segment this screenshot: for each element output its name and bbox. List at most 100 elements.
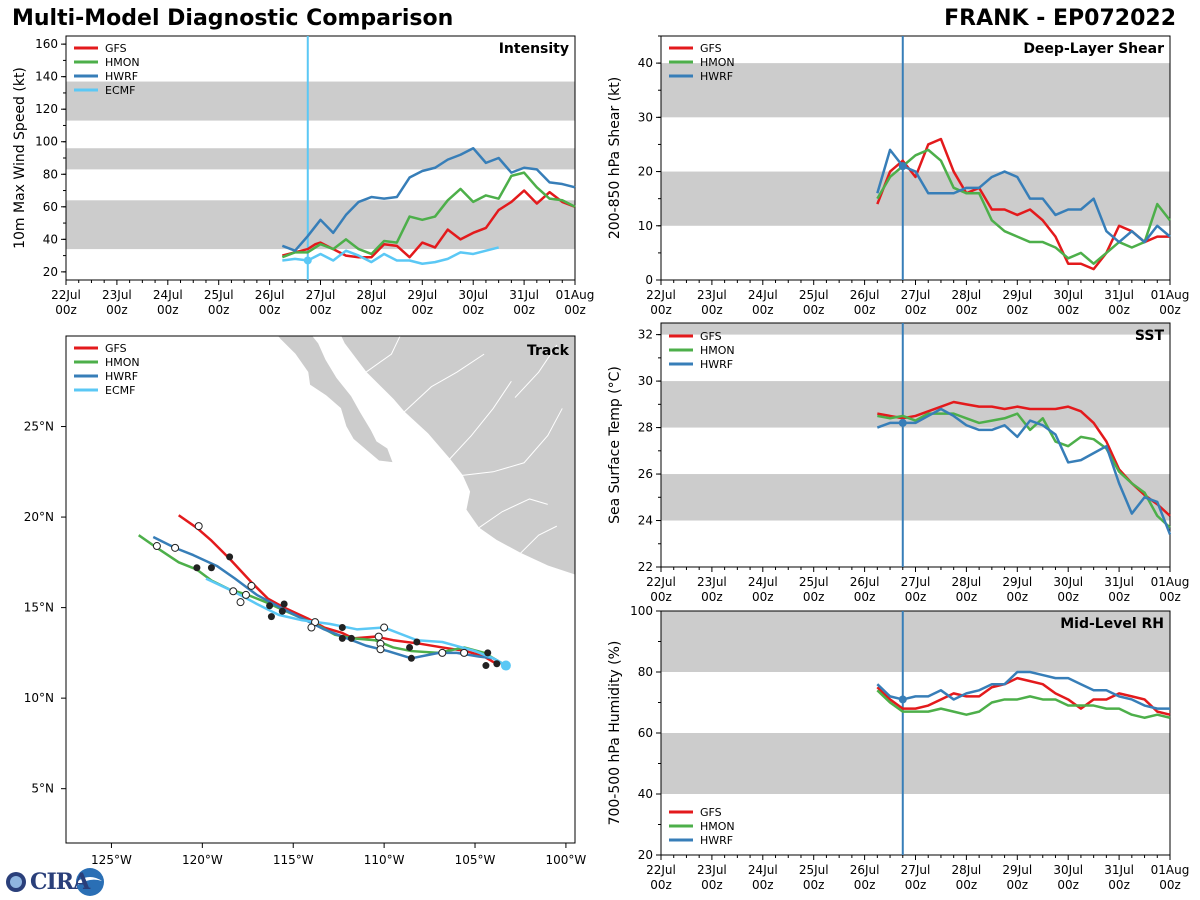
- track-position-dot-open: [229, 587, 238, 596]
- sst-xtick-label: 01Aug: [1151, 575, 1190, 589]
- intensity-series-ecmf: [282, 246, 499, 265]
- sst-title: SST: [1135, 328, 1165, 344]
- rh-legend-label: HMON: [700, 820, 735, 833]
- shear-ytick-label: 0: [645, 273, 653, 287]
- sst-xtick-label: 30Jul: [1053, 575, 1083, 589]
- track-position-dot-open: [241, 590, 250, 599]
- intensity-xtick-label: 24Jul: [153, 288, 183, 302]
- state-border: [365, 336, 401, 373]
- intensity-xtick-label: 27Jul: [306, 288, 336, 302]
- track-position-dot-filled: [338, 624, 346, 632]
- intensity-series-hwrf: [281, 146, 576, 252]
- sst-legend-label: HMON: [700, 344, 735, 357]
- rh-xtick-label: 00z: [1057, 878, 1079, 892]
- intensity-current-marker: [303, 256, 312, 265]
- track-lines: [137, 514, 511, 671]
- intensity-band: [66, 81, 575, 121]
- rh-xtick-label: 00z: [1108, 878, 1130, 892]
- intensity-ytick-label: 40: [43, 232, 58, 246]
- sst-series-gfs: [877, 400, 1171, 517]
- intensity-legend-label: HMON: [105, 56, 140, 69]
- sst-ytick-label: 22: [638, 560, 653, 574]
- sst-xtick-label: 25Jul: [799, 575, 829, 589]
- sst-xtick-label: 28Jul: [952, 575, 982, 589]
- rh-xtick-label: 22Jul: [646, 863, 676, 877]
- sst-xtick-label: 00z: [650, 590, 672, 604]
- sst-xtick-label: 00z: [905, 590, 927, 604]
- shear-xtick-label: 00z: [650, 303, 672, 317]
- intensity-xtick-label: 00z: [55, 303, 77, 317]
- rh-xtick-label: 00z: [956, 878, 978, 892]
- sst-ytick-label: 26: [638, 467, 653, 481]
- sst-frame: [660, 322, 1171, 568]
- rh-series-hmon: [876, 689, 1171, 719]
- sst-series-hmon: [877, 412, 1171, 529]
- shear-chart: 01020304022Jul00z23Jul00z24Jul00z25Jul00…: [607, 35, 1189, 317]
- track-position-dot-open: [194, 522, 203, 531]
- track-legend-label: HMON: [105, 356, 140, 369]
- intensity-title: Intensity: [499, 41, 569, 57]
- storm-id-title: FRANK - EP072022: [944, 6, 1176, 31]
- intensity-xtick-label: 00z: [310, 303, 332, 317]
- shear-ytick-label: 20: [638, 165, 653, 179]
- shear-xtick-label: 26Jul: [850, 288, 880, 302]
- shear-xtick-label: 22Jul: [646, 288, 676, 302]
- track-position-dot-open: [236, 598, 245, 607]
- track-ytick-label: 10°N: [24, 691, 54, 705]
- intensity-legend-label: GFS: [105, 42, 127, 55]
- intensity-band: [66, 148, 575, 170]
- track-position-dot-filled: [193, 564, 201, 572]
- shear-xtick-label: 00z: [1108, 303, 1130, 317]
- rh-xtick-label: 00z: [650, 878, 672, 892]
- track-position-dot-filled: [278, 607, 286, 615]
- rh-xtick-label: 23Jul: [697, 863, 727, 877]
- intensity-xtick-label: 00z: [412, 303, 434, 317]
- rh-legend-label: GFS: [700, 806, 722, 819]
- rh-xtick-label: 01Aug: [1151, 863, 1190, 877]
- intensity-xtick-label: 00z: [106, 303, 128, 317]
- track-position-dot-filled: [406, 643, 414, 651]
- sst-ytick-label: 28: [638, 421, 653, 435]
- shear-legend-label: HMON: [700, 56, 735, 69]
- sst-xtick-label: 00z: [1007, 590, 1029, 604]
- rh-ytick-label: 80: [638, 665, 653, 679]
- shear-xtick-label: 00z: [752, 303, 774, 317]
- track-position-dot-filled: [484, 649, 492, 657]
- rh-xtick-label: 00z: [1159, 878, 1181, 892]
- intensity-xtick-label: 31Jul: [509, 288, 539, 302]
- rh-xtick-label: 30Jul: [1053, 863, 1083, 877]
- intensity-xtick-label: 00z: [208, 303, 230, 317]
- sst-xtick-label: 00z: [956, 590, 978, 604]
- track-legend-label: GFS: [105, 342, 127, 355]
- track-xtick-label: 100°W: [546, 853, 587, 867]
- intensity-series-hmon: [281, 171, 576, 259]
- intensity-xtick-label: 22Jul: [51, 288, 81, 302]
- rh-xtick-label: 00z: [701, 878, 723, 892]
- sst-xtick-label: 00z: [752, 590, 774, 604]
- intensity-legend-label: ECMF: [105, 84, 135, 97]
- rh-ytick-label: 40: [638, 787, 653, 801]
- shear-xtick-label: 00z: [905, 303, 927, 317]
- intensity-ytick-label: 20: [43, 265, 58, 279]
- rh-band: [661, 733, 1170, 794]
- shear-ytick-label: 30: [638, 110, 653, 124]
- track-xtick-label: 105°W: [455, 853, 496, 867]
- track-position-dot-open: [374, 632, 383, 641]
- state-border: [449, 380, 512, 460]
- track-start-marker: [500, 660, 511, 671]
- cira-logo-text: CIRA: [30, 869, 90, 895]
- state-border: [462, 408, 563, 476]
- track-position-dot-filled: [280, 600, 288, 608]
- sst-chart: 22242628303222Jul00z23Jul00z24Jul00z25Ju…: [607, 322, 1190, 604]
- shear-title: Deep-Layer Shear: [1023, 41, 1164, 57]
- rh-ytick-label: 60: [638, 726, 653, 740]
- intensity-ytick-label: 60: [43, 200, 58, 214]
- intensity-xtick-label: 28Jul: [357, 288, 387, 302]
- shear-xtick-label: 24Jul: [748, 288, 778, 302]
- sst-xtick-label: 00z: [1057, 590, 1079, 604]
- sst-xtick-label: 26Jul: [850, 575, 880, 589]
- intensity-band: [66, 200, 575, 250]
- track-title: Track: [527, 343, 570, 359]
- intensity-ytick-label: 160: [35, 37, 58, 51]
